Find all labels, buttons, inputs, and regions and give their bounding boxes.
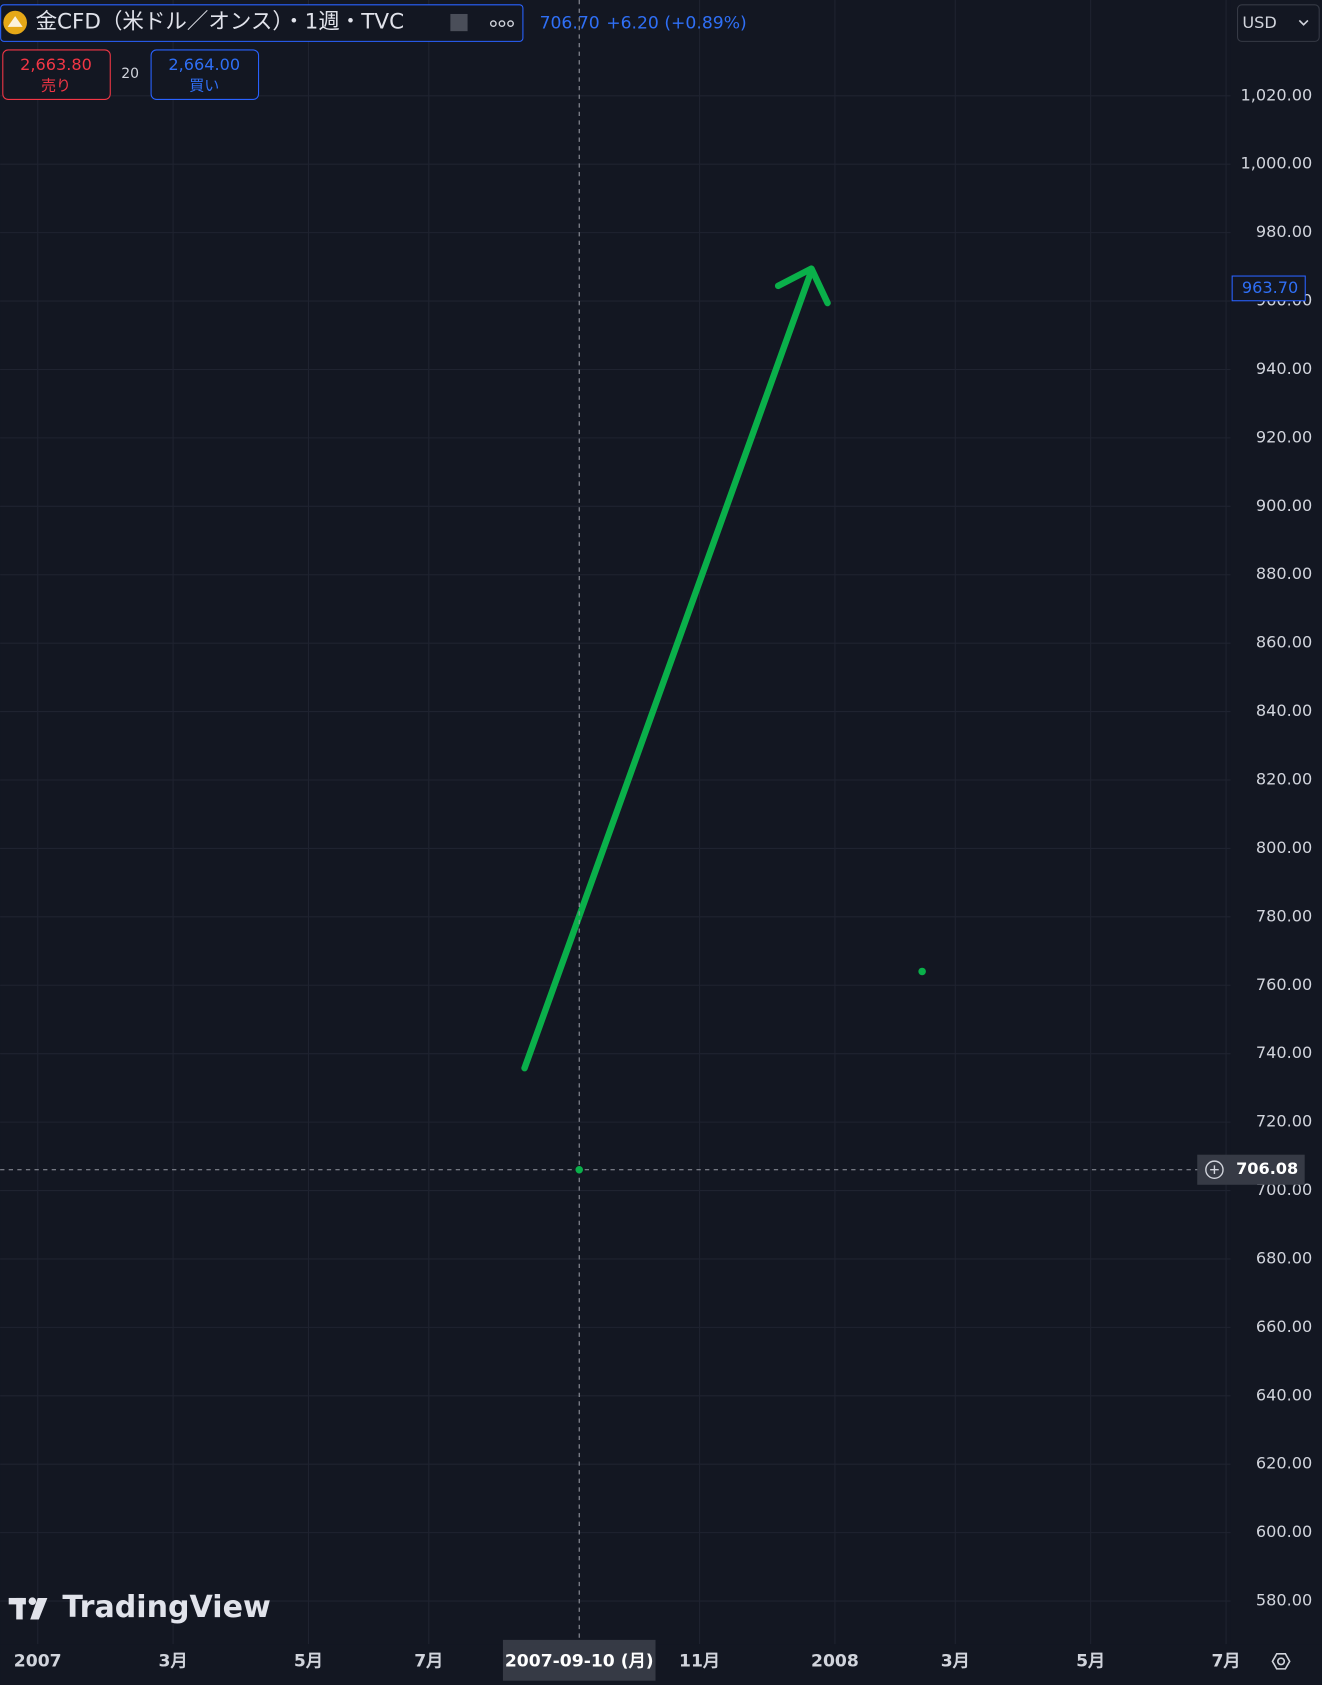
y-tick-label: 600.00 <box>1256 1522 1312 1541</box>
currency: USD <box>1242 13 1276 32</box>
y-tick-label: 680.00 <box>1256 1248 1312 1267</box>
x-tick-label: 5月 <box>1076 1651 1105 1671</box>
y-tick-label: 740.00 <box>1256 1043 1312 1062</box>
x-tick-label: 3月 <box>159 1651 188 1671</box>
y-tick-label: 880.00 <box>1256 564 1312 583</box>
y-tick-label: 820.00 <box>1256 770 1312 789</box>
symbol-title: 金CFD（米ドル／オンス）・1週・TVC <box>36 10 405 35</box>
sell-button[interactable] <box>2 49 111 100</box>
buy-button[interactable] <box>150 49 260 100</box>
sell-price: 2,663.80 <box>20 55 92 74</box>
symbol-icon-glyph <box>7 16 23 27</box>
crosshair-y-label: 706.08 <box>1236 1159 1298 1178</box>
y-tick-label: 920.00 <box>1256 427 1312 446</box>
y-tick-label: 580.00 <box>1256 1591 1312 1610</box>
y-tick-label: 940.00 <box>1256 359 1312 378</box>
x-tick-label: 5月 <box>294 1651 323 1671</box>
buy-price: 2,664.00 <box>168 55 240 74</box>
y-tick-label: 720.00 <box>1256 1112 1312 1131</box>
y-tick-label: 1,020.00 <box>1240 85 1312 104</box>
y-tick-label: 660.00 <box>1256 1317 1312 1336</box>
crosshair <box>0 0 1231 1645</box>
add-alert-icon[interactable] <box>1205 1160 1224 1180</box>
y-tick-label: 800.00 <box>1256 838 1312 857</box>
axes: 580.00 600.00 620.00 640.00 660.00 680.00 700.… <box>14 85 1312 1671</box>
crosshair-x-label: 2007-09-10 (月) <box>505 1651 654 1671</box>
crosshair-dot <box>575 1165 583 1174</box>
add-alert-plus <box>1210 1165 1219 1175</box>
settings-icon[interactable] <box>1271 1653 1291 1670</box>
x-tick-label: 3月 <box>941 1651 970 1671</box>
x-tick-label: 11月 <box>679 1651 720 1671</box>
spread: 20 <box>121 66 139 82</box>
last-value: 706.70 <box>540 14 600 34</box>
last-price-label: 963.70 <box>1242 278 1298 297</box>
y-tick-label: 840.00 <box>1256 701 1312 720</box>
x-tick-label: 2008 <box>811 1651 859 1671</box>
y-tick-label: 980.00 <box>1256 222 1312 241</box>
y-tick-label: 640.00 <box>1256 1385 1312 1404</box>
last-price-box <box>1231 275 1306 302</box>
y-tick-label: 700.00 <box>1256 1180 1312 1199</box>
y-tick-label: 1,000.00 <box>1240 154 1312 173</box>
y-tick-label: 900.00 <box>1256 496 1312 515</box>
y-tick-label: 860.00 <box>1256 633 1312 652</box>
y-tick-label: 620.00 <box>1256 1454 1312 1473</box>
y-tick-label: 780.00 <box>1256 906 1312 925</box>
x-tick-label: 7月 <box>414 1651 443 1671</box>
currency-button[interactable] <box>1236 4 1320 42</box>
x-tick-label: 2007 <box>14 1651 62 1671</box>
arrow-annotation <box>521 265 926 1072</box>
buy-label: 買い <box>189 76 219 94</box>
brand-logo <box>8 1597 48 1620</box>
crosshair-x-label-box <box>502 1639 656 1681</box>
change-value: +6.20 (+0.89%) <box>606 14 747 34</box>
y-tick-label: 760.00 <box>1256 975 1312 994</box>
more-icon[interactable] <box>489 20 514 28</box>
grid <box>0 0 1231 1645</box>
time-axis <box>0 1644 1322 1685</box>
x-tick-label: 7月 <box>1211 1651 1240 1671</box>
brand-name: TradingView <box>62 1590 270 1625</box>
overlay: 706.08 2007-09-10 (月) 963.70 <box>502 275 1306 1681</box>
symbol-box[interactable] <box>0 4 524 42</box>
currency-caret <box>1298 19 1309 26</box>
sell-label: 売り <box>41 76 71 94</box>
flag-icon[interactable] <box>450 13 468 32</box>
